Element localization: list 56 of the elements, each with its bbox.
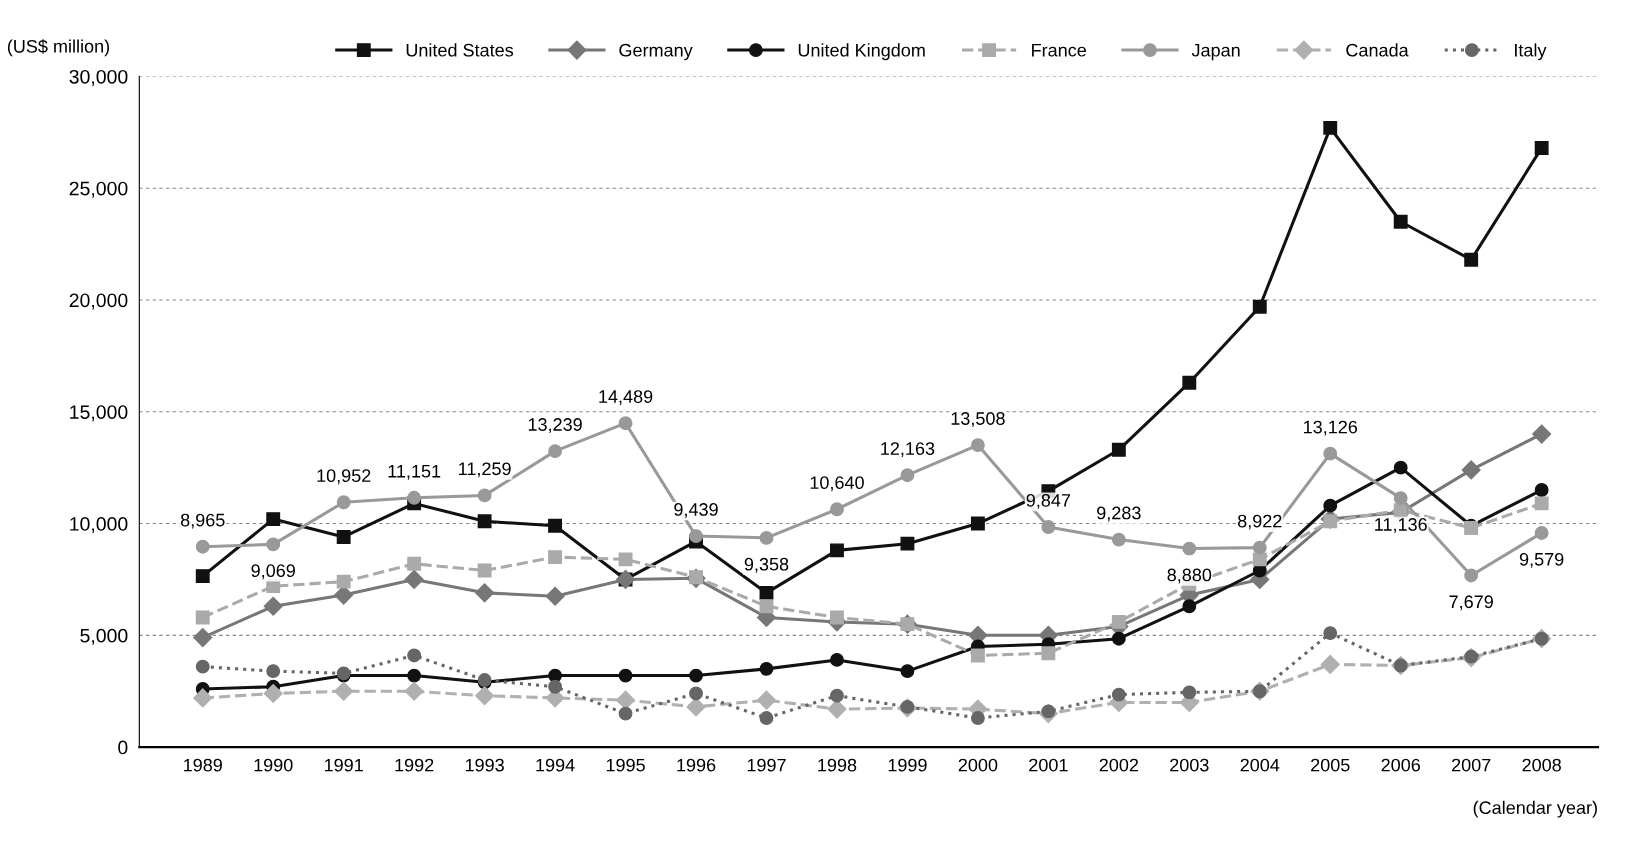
legend-label: Germany	[619, 43, 693, 61]
y-tick-label: 20,000	[69, 293, 128, 310]
x-tick-label: 1992	[395, 758, 434, 772]
data-label: 8,880	[1167, 568, 1212, 584]
data-label: 9,847	[1026, 493, 1071, 509]
legend-label: Canada	[1346, 43, 1409, 57]
x-tick-label: 1995	[606, 758, 645, 772]
data-label: 14,489	[599, 390, 653, 406]
data-label: 9,579	[1519, 552, 1564, 568]
x-tick-label: 2004	[1240, 758, 1280, 772]
data-label: 13,126	[1304, 420, 1358, 436]
x-axis-title: (Calendar year)	[1473, 800, 1597, 818]
y-tick-label: 30,000	[69, 69, 128, 86]
y-tick-label: 5,000	[80, 628, 128, 645]
x-tick-label: 1998	[818, 758, 857, 772]
data-label: 11,259	[459, 462, 511, 478]
data-label: 9,069	[251, 564, 295, 580]
x-tick-label: 2005	[1311, 758, 1350, 772]
x-tick-label: 1990	[254, 758, 293, 772]
data-label: 11,136	[1375, 518, 1427, 533]
x-tick-label: 1997	[747, 758, 786, 772]
data-label: 10,952	[317, 469, 371, 485]
x-tick-label: 2001	[1029, 758, 1068, 772]
y-tick-label: 10,000	[70, 517, 128, 534]
x-tick-label: 2000	[958, 758, 998, 772]
legend-label: Italy	[1515, 43, 1547, 61]
legend-label: United Kingdom	[798, 43, 925, 61]
x-tick-label: 2006	[1381, 758, 1420, 772]
data-label: 8,965	[180, 513, 225, 529]
x-tick-label: 1994	[536, 758, 575, 772]
data-label: 13,508	[951, 412, 1005, 428]
data-label: 8,922	[1237, 514, 1282, 530]
data-label: 9,439	[674, 503, 718, 518]
x-tick-label: 1989	[184, 758, 222, 772]
y-tick-label: 0	[118, 740, 128, 755]
y-tick-label: 15,000	[70, 405, 128, 422]
legend-label: United States	[406, 43, 514, 57]
data-label: 9,358	[744, 557, 789, 573]
y-axis-title: (US$ million)	[7, 39, 110, 57]
y-tick-label: 25,000	[69, 181, 128, 198]
data-label: 12,163	[881, 442, 935, 458]
x-tick-label: 1991	[324, 758, 363, 772]
legend-label: France	[1032, 43, 1086, 57]
data-label: 9,283	[1097, 506, 1141, 522]
x-tick-label: 2003	[1170, 758, 1209, 772]
data-label: 7,679	[1449, 595, 1493, 611]
legend-label: Japan	[1191, 43, 1240, 61]
x-tick-label: 1993	[465, 758, 504, 772]
x-tick-label: 2002	[1099, 758, 1139, 772]
x-tick-label: 2007	[1452, 758, 1491, 772]
x-tick-label: 1999	[888, 758, 927, 772]
x-tick-label: 1996	[677, 758, 716, 772]
x-tick-label: 2008	[1522, 758, 1561, 772]
data-label: 11,151	[388, 464, 441, 480]
data-label: 10,640	[810, 476, 864, 492]
data-label: 13,239	[528, 418, 582, 434]
